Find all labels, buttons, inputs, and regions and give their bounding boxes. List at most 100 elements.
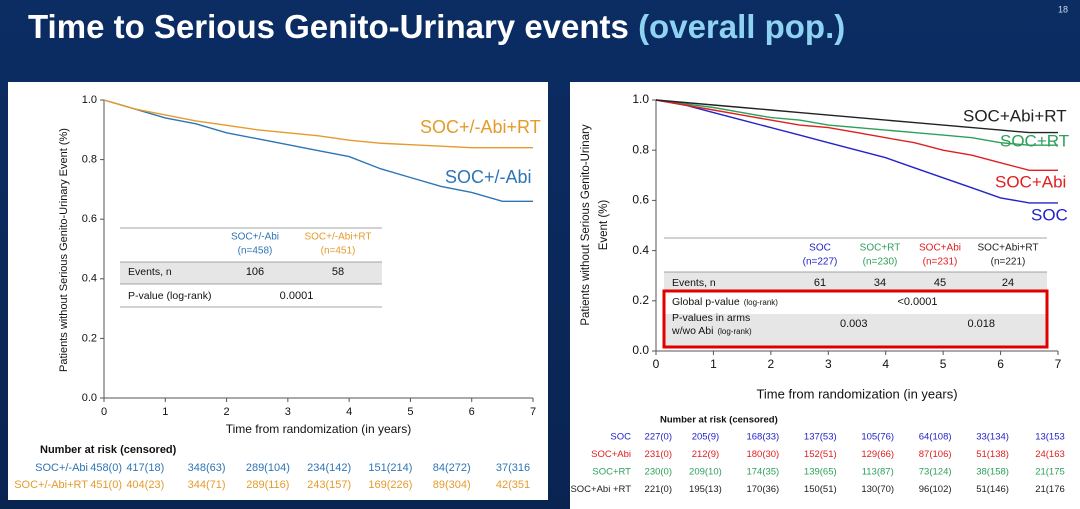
title-highlight: (overall pop.) bbox=[638, 8, 845, 45]
table-col-name: SOC+/-Abi+RT bbox=[304, 232, 371, 243]
risk-cell: 243(157) bbox=[307, 479, 351, 491]
table-col-n: (n=230) bbox=[863, 257, 898, 268]
risk-title: Number at risk (censored) bbox=[40, 444, 177, 456]
risk-cell: 129(66) bbox=[861, 449, 894, 460]
risk-cell: 38(158) bbox=[976, 467, 1009, 478]
y-axis-label: Event (%) bbox=[598, 200, 610, 251]
risk-row-name: SOC bbox=[610, 432, 631, 443]
series-label: SOC+Abi bbox=[995, 172, 1066, 191]
x-tick-label: 7 bbox=[1055, 357, 1062, 371]
risk-cell: 105(76) bbox=[861, 432, 894, 443]
risk-cell: 151(214) bbox=[368, 462, 412, 474]
chart-left: 0.0 0.2 0.4 0.6 0.8 1.0 0 1 2 3 4 5 6 7 Time from rand… bbox=[14, 94, 541, 491]
table-row-label: P-values in arms bbox=[672, 312, 750, 324]
risk-cell: 289(104) bbox=[246, 462, 290, 474]
risk-cell: 64(108) bbox=[919, 432, 952, 443]
y-tick-label: 0.2 bbox=[82, 332, 97, 344]
table-cell: 24 bbox=[1002, 277, 1014, 289]
x-tick-label: 4 bbox=[882, 357, 889, 371]
table-row-label: Events, n bbox=[672, 277, 716, 289]
y-tick-label: 0.6 bbox=[82, 213, 97, 225]
risk-cell: 221(0) bbox=[645, 484, 672, 495]
risk-cell: 33(134) bbox=[976, 432, 1009, 443]
y-tick-label: 1.0 bbox=[632, 92, 649, 106]
table-cell: 0.0001 bbox=[280, 290, 314, 302]
table-cell: <0.0001 bbox=[897, 296, 937, 308]
table-cell: 0.003 bbox=[840, 318, 868, 330]
y-tick-label: 1.0 bbox=[82, 94, 97, 106]
risk-cell: 209(10) bbox=[689, 467, 722, 478]
risk-cell: 89(304) bbox=[433, 479, 471, 491]
title-main: Time to Serious Genito-Urinary events bbox=[28, 8, 629, 45]
risk-cell: 234(142) bbox=[307, 462, 351, 474]
km-curve bbox=[655, 99, 1058, 171]
series-label: SOC+Abi+RT bbox=[963, 106, 1067, 125]
y-tick-label: 0.4 bbox=[82, 273, 97, 285]
risk-cell: 24(163 bbox=[1035, 449, 1065, 460]
km-curve bbox=[655, 99, 1058, 204]
x-tick-label: 1 bbox=[710, 357, 717, 371]
risk-cell: 42(351 bbox=[496, 479, 530, 491]
x-tick-label: 0 bbox=[101, 406, 107, 418]
y-tick-label: 0.2 bbox=[632, 293, 649, 307]
risk-cell: 231(0) bbox=[645, 449, 672, 460]
x-tick-label: 1 bbox=[162, 406, 168, 418]
risk-cell: 113(87) bbox=[862, 467, 894, 478]
y-tick-label: 0.0 bbox=[632, 343, 649, 357]
y-tick-label: 0.6 bbox=[632, 193, 649, 207]
table-row-label: Events, n bbox=[128, 266, 172, 278]
y-axis-label: Patients without Serious Genito-Urinary … bbox=[58, 128, 70, 372]
risk-row-name: SOC+/-Abi+RT bbox=[14, 479, 88, 491]
x-tick-label: 0 bbox=[653, 357, 660, 371]
risk-cell: 169(226) bbox=[368, 479, 412, 491]
risk-cell: 180(30) bbox=[746, 449, 779, 460]
y-tick-label: 0.4 bbox=[632, 243, 649, 257]
slide-title: Time to Serious Genito-Urinary events (o… bbox=[28, 8, 845, 45]
series-label: SOC+/-Abi+RT bbox=[420, 117, 541, 137]
x-tick-label: 5 bbox=[407, 406, 413, 418]
highlight-box bbox=[662, 289, 1049, 349]
km-curve bbox=[655, 99, 1058, 146]
table-cell: 34 bbox=[874, 277, 886, 289]
risk-cell: 289(116) bbox=[246, 479, 289, 491]
risk-cell: 96(102) bbox=[919, 484, 952, 495]
table-col-name: SOC+RT bbox=[860, 243, 901, 254]
risk-cell: 13(153 bbox=[1035, 432, 1065, 443]
risk-cell: 344(71) bbox=[188, 479, 226, 491]
risk-row-name: SOC+RT bbox=[592, 467, 631, 478]
risk-cell: 51(146) bbox=[976, 484, 1009, 495]
table-col-name: SOC bbox=[809, 243, 831, 254]
risk-cell: 21(176 bbox=[1035, 484, 1065, 495]
table-row-label: P-value (log-rank) bbox=[128, 290, 211, 302]
risk-cell: 205(9) bbox=[692, 432, 719, 443]
y-axis-label: Patients without Serious Genito-Urinary bbox=[580, 124, 592, 326]
km-curve bbox=[655, 99, 1058, 134]
table-col-name: SOC+Abi+RT bbox=[978, 243, 1039, 254]
risk-cell: 451(0) bbox=[90, 479, 122, 491]
panel-left bbox=[8, 82, 548, 500]
risk-row-name: SOC+Abi +RT bbox=[570, 484, 631, 495]
risk-cell: 130(70) bbox=[861, 484, 894, 495]
table-col-n: (n=451) bbox=[321, 246, 356, 257]
series-label: SOC+/-Abi bbox=[445, 167, 532, 187]
table-col-name: SOC+Abi bbox=[919, 243, 961, 254]
x-tick-label: 6 bbox=[997, 357, 1004, 371]
risk-cell: 139(65) bbox=[804, 467, 837, 478]
panel-right bbox=[570, 82, 1080, 509]
table-cell: 0.018 bbox=[967, 318, 995, 330]
risk-cell: 21(175 bbox=[1035, 467, 1065, 478]
risk-cell: 168(33) bbox=[746, 432, 779, 443]
x-tick-label: 3 bbox=[825, 357, 832, 371]
table-row-label: w/wo Abi bbox=[671, 325, 713, 337]
risk-cell: 195(13) bbox=[689, 484, 722, 495]
risk-cell: 51(138) bbox=[976, 449, 1009, 460]
table-cell: 106 bbox=[246, 266, 264, 278]
x-tick-label: 7 bbox=[530, 406, 536, 418]
risk-cell: 137(53) bbox=[804, 432, 837, 443]
table-cell: 45 bbox=[934, 277, 946, 289]
x-tick-label: 4 bbox=[346, 406, 352, 418]
risk-cell: 152(51) bbox=[804, 449, 837, 460]
table-row-band bbox=[120, 262, 382, 284]
